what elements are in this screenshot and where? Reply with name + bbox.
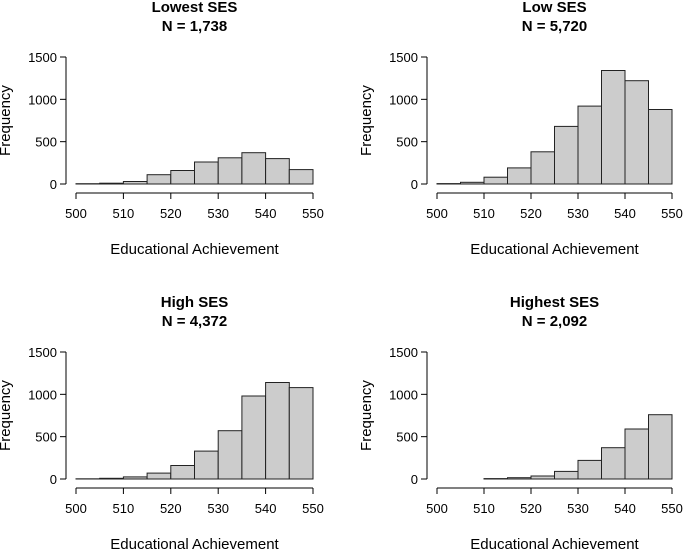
y-axis-title: Frequency	[0, 380, 14, 451]
histogram-bar	[554, 470, 579, 480]
histogram-bar	[624, 80, 649, 185]
y-tick-label: 0	[50, 472, 57, 487]
histogram-bar	[99, 477, 124, 480]
y-tick-label: 1500	[28, 50, 57, 65]
histogram-bar	[530, 475, 555, 480]
y-tick-label: 500	[396, 430, 418, 445]
x-tick-label: 550	[661, 206, 683, 221]
x-tick-label: 530	[567, 206, 589, 221]
histogram-bar	[601, 70, 626, 185]
y-tick-label: 1000	[28, 387, 57, 402]
histogram-bar	[241, 395, 267, 480]
histogram-bar	[99, 182, 124, 185]
histogram-bar	[483, 176, 508, 185]
histogram-panel-highest-ses: Highest SES N = 2,092 0 500 1000 1500 Frequenc…	[358, 294, 683, 549]
y-axis-title: Frequency	[358, 85, 375, 156]
chart-subtitle: N = 4,372	[162, 313, 227, 330]
x-tick-label: 500	[426, 206, 448, 221]
y-axis-title: Frequency	[358, 380, 375, 451]
x-tick-label: 500	[65, 206, 87, 221]
chart-subtitle: N = 1,738	[162, 18, 227, 35]
histogram-bar	[170, 170, 196, 185]
histogram-bar	[460, 181, 485, 185]
histogram-bar	[217, 430, 243, 480]
histogram-bar	[122, 181, 148, 185]
histogram-panel-low-ses: Low SES N = 5,720 0 500 1000 1500 Frequency 500…	[358, 0, 683, 258]
chart-subtitle: N = 2,092	[522, 313, 587, 330]
x-tick-label: 510	[473, 501, 495, 516]
chart-subtitle: N = 5,720	[522, 18, 587, 35]
histogram-panel-lowest-ses: Lowest SES N = 1,738 0 500 1000 1500 Frequency…	[0, 0, 324, 258]
x-tick-label: 530	[567, 501, 589, 516]
histogram-bar	[577, 105, 602, 185]
x-tick-label: 520	[160, 501, 182, 516]
x-tick-label: 500	[65, 501, 87, 516]
histogram-bar	[194, 450, 219, 480]
y-tick-label: 1500	[389, 50, 418, 65]
x-tick-label: 540	[614, 501, 636, 516]
histogram-bar	[507, 167, 532, 185]
x-tick-label: 530	[207, 501, 229, 516]
chart-title: Low SES	[522, 0, 586, 16]
histogram-bar	[194, 161, 219, 185]
x-axis-title: Educational Achievement	[470, 241, 639, 258]
x-tick-label: 540	[255, 501, 277, 516]
histogram-bar	[146, 472, 172, 480]
histogram-bar	[288, 169, 314, 185]
histogram-bar	[530, 151, 555, 185]
histogram-bar	[241, 152, 267, 185]
x-tick-label: 510	[473, 206, 495, 221]
y-tick-label: 1000	[389, 387, 418, 402]
histogram-bar	[122, 476, 148, 480]
y-tick-label: 500	[396, 135, 418, 150]
histogram-bar	[265, 158, 290, 185]
x-tick-label: 500	[426, 501, 448, 516]
y-tick-label: 1000	[389, 92, 418, 107]
x-tick-label: 520	[160, 206, 182, 221]
histogram-bar	[577, 459, 602, 480]
x-tick-label: 510	[113, 501, 135, 516]
x-tick-label: 550	[302, 501, 324, 516]
chart-title: High SES	[161, 294, 229, 311]
y-tick-label: 1500	[389, 345, 418, 360]
x-tick-label: 520	[520, 501, 542, 516]
histogram-bar	[265, 382, 290, 480]
x-axis-title: Educational Achievement	[110, 536, 279, 549]
histogram-bar	[507, 477, 532, 480]
x-axis-title: Educational Achievement	[470, 536, 639, 549]
histogram-bar	[170, 465, 196, 480]
chart-title: Highest SES	[510, 294, 599, 311]
x-tick-label: 540	[255, 206, 277, 221]
x-tick-label: 540	[614, 206, 636, 221]
y-tick-label: 500	[35, 430, 57, 445]
x-tick-label: 520	[520, 206, 542, 221]
y-tick-label: 1000	[28, 92, 57, 107]
y-axis-title: Frequency	[0, 85, 14, 156]
y-tick-label: 0	[411, 472, 418, 487]
y-tick-label: 500	[35, 135, 57, 150]
histogram-bar	[624, 428, 649, 480]
histogram-bar	[288, 387, 314, 480]
x-tick-label: 530	[207, 206, 229, 221]
histogram-bar	[648, 109, 673, 185]
histogram-bar	[146, 174, 172, 185]
histogram-bar	[217, 157, 243, 185]
histogram-bar	[648, 414, 673, 480]
histogram-bar	[601, 447, 626, 480]
y-tick-label: 0	[411, 177, 418, 192]
chart-title: Lowest SES	[152, 0, 238, 16]
histogram-panel-high-ses: High SES N = 4,372 0 500 1000 1500 Frequency 50…	[0, 294, 324, 549]
x-tick-label: 550	[661, 501, 683, 516]
x-axis-title: Educational Achievement	[110, 241, 279, 258]
histogram-bar	[554, 125, 579, 185]
y-tick-label: 0	[50, 177, 57, 192]
x-tick-label: 510	[113, 206, 135, 221]
x-tick-label: 550	[302, 206, 324, 221]
y-tick-label: 1500	[28, 345, 57, 360]
